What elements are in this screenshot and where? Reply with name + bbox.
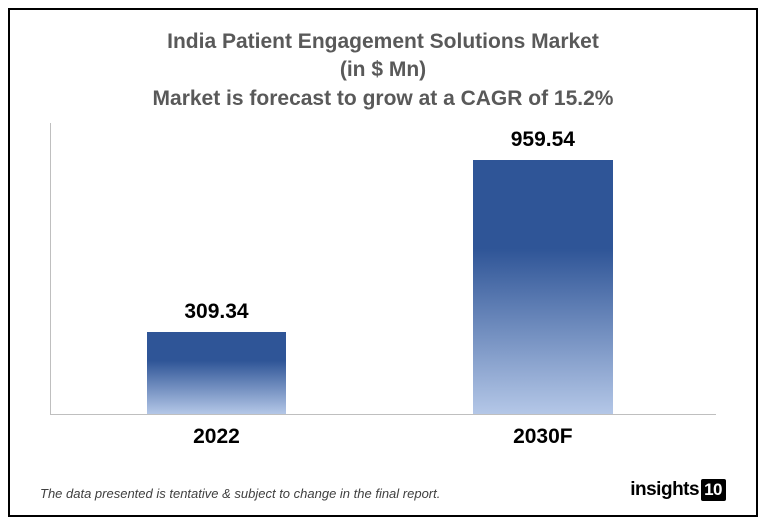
logo-ten: 10 bbox=[701, 479, 726, 501]
x-axis-labels: 2022 2030F bbox=[50, 419, 716, 463]
bar-2030f: 959.54 bbox=[473, 160, 613, 414]
chart-frame: India Patient Engagement Solutions Marke… bbox=[8, 8, 758, 517]
title-line-3: Market is forecast to grow at a CAGR of … bbox=[40, 85, 726, 113]
title-line-1: India Patient Engagement Solutions Marke… bbox=[40, 28, 726, 56]
x-label-2022: 2022 bbox=[147, 425, 287, 449]
bar-fill bbox=[147, 332, 287, 414]
chart-area: 309.34 959.54 2022 2030F bbox=[40, 123, 726, 463]
footer: The data presented is tentative & subjec… bbox=[40, 469, 726, 501]
insights10-logo: insights 10 bbox=[630, 479, 726, 501]
logo-word: insights bbox=[630, 479, 699, 501]
plot-region: 309.34 959.54 bbox=[50, 123, 716, 415]
chart-title: India Patient Engagement Solutions Marke… bbox=[40, 28, 726, 113]
title-line-2: (in $ Mn) bbox=[40, 56, 726, 84]
disclaimer-text: The data presented is tentative & subjec… bbox=[40, 486, 440, 501]
y-axis-line bbox=[50, 123, 51, 414]
bar-2022: 309.34 bbox=[147, 332, 287, 414]
x-label-2030f: 2030F bbox=[473, 425, 613, 449]
bar-fill bbox=[473, 160, 613, 414]
bar-value-label: 959.54 bbox=[473, 128, 613, 152]
bar-value-label: 309.34 bbox=[147, 300, 287, 324]
